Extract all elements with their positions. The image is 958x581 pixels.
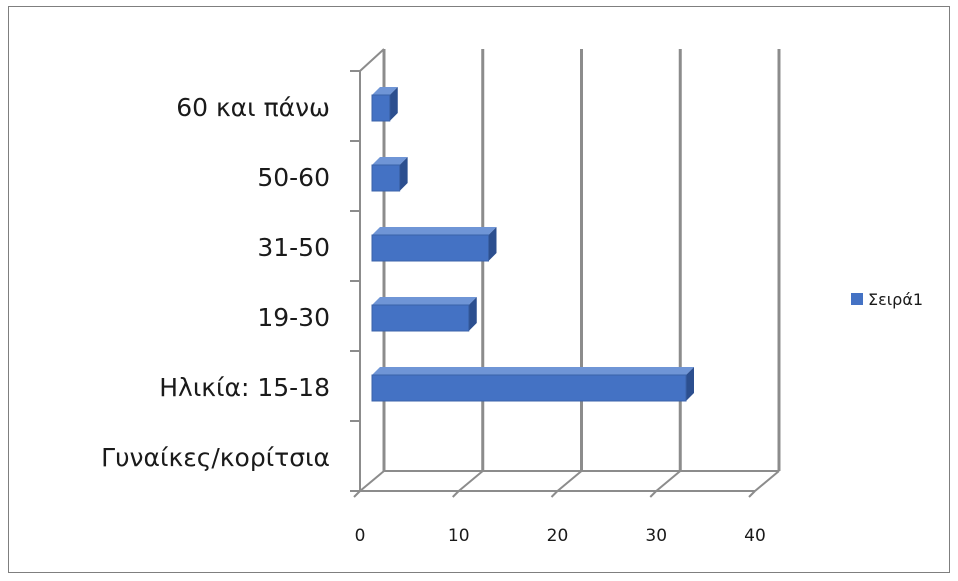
category-label: 31-50 <box>257 233 330 262</box>
bar-front-face <box>371 94 391 122</box>
x-tick-label: 10 <box>448 526 470 546</box>
floor-gridline <box>754 470 780 492</box>
category-labels: Γυναίκες/κορίτσια Ηλικία: 15-18 19-30 31-50… <box>101 93 330 472</box>
category-label: 19-30 <box>257 303 330 332</box>
top-depth-line <box>359 48 385 72</box>
category-label: Γυναίκες/κορίτσια <box>101 443 330 472</box>
floor-gridline <box>556 470 583 492</box>
floor-gridline <box>458 470 484 492</box>
x-tick-label: 20 <box>547 526 569 546</box>
category-label: 50-60 <box>257 163 330 192</box>
bar-top-face <box>372 297 477 305</box>
bar-top-face <box>372 87 398 95</box>
bar-front-face <box>371 164 401 192</box>
value-tick-mark <box>452 490 460 498</box>
bar-top-face <box>372 227 497 235</box>
bar-side-face <box>399 157 408 191</box>
x-tick-label: 0 <box>355 526 366 546</box>
bar <box>371 367 694 402</box>
legend-swatch <box>851 293 863 305</box>
bar <box>371 87 398 122</box>
bar-front-face <box>371 304 470 332</box>
legend-label: Σειρά1 <box>868 290 923 309</box>
bar <box>371 297 477 332</box>
bar-front-face <box>371 374 687 402</box>
bars <box>371 87 694 402</box>
category-label: 60 και πάνω <box>176 93 330 122</box>
bar <box>371 227 497 262</box>
legend: Σειρά1 <box>851 290 923 309</box>
category-label: Ηλικία: 15-18 <box>159 373 330 402</box>
value-tick-mark <box>353 490 361 498</box>
bar-side-face <box>389 87 398 121</box>
gridlines <box>359 49 781 492</box>
bar-front-face <box>371 234 489 262</box>
bar-side-face <box>488 227 497 261</box>
value-tick-mark <box>649 490 657 498</box>
x-tick-label: 30 <box>645 526 667 546</box>
bar-top-face <box>372 367 694 375</box>
floor-gridline <box>359 470 385 492</box>
x-tick-labels: 0 10 20 30 40 <box>355 526 766 546</box>
chart-frame <box>8 6 950 573</box>
value-tick-mark <box>748 490 756 498</box>
floor-gridline <box>655 470 681 492</box>
value-tick-mark <box>550 490 559 498</box>
bar-top-face <box>372 157 408 165</box>
bar-side-face <box>468 297 477 331</box>
x-tick-label: 40 <box>744 526 766 546</box>
bar-side-face <box>686 367 694 401</box>
bar <box>371 157 408 192</box>
axes <box>350 48 779 498</box>
